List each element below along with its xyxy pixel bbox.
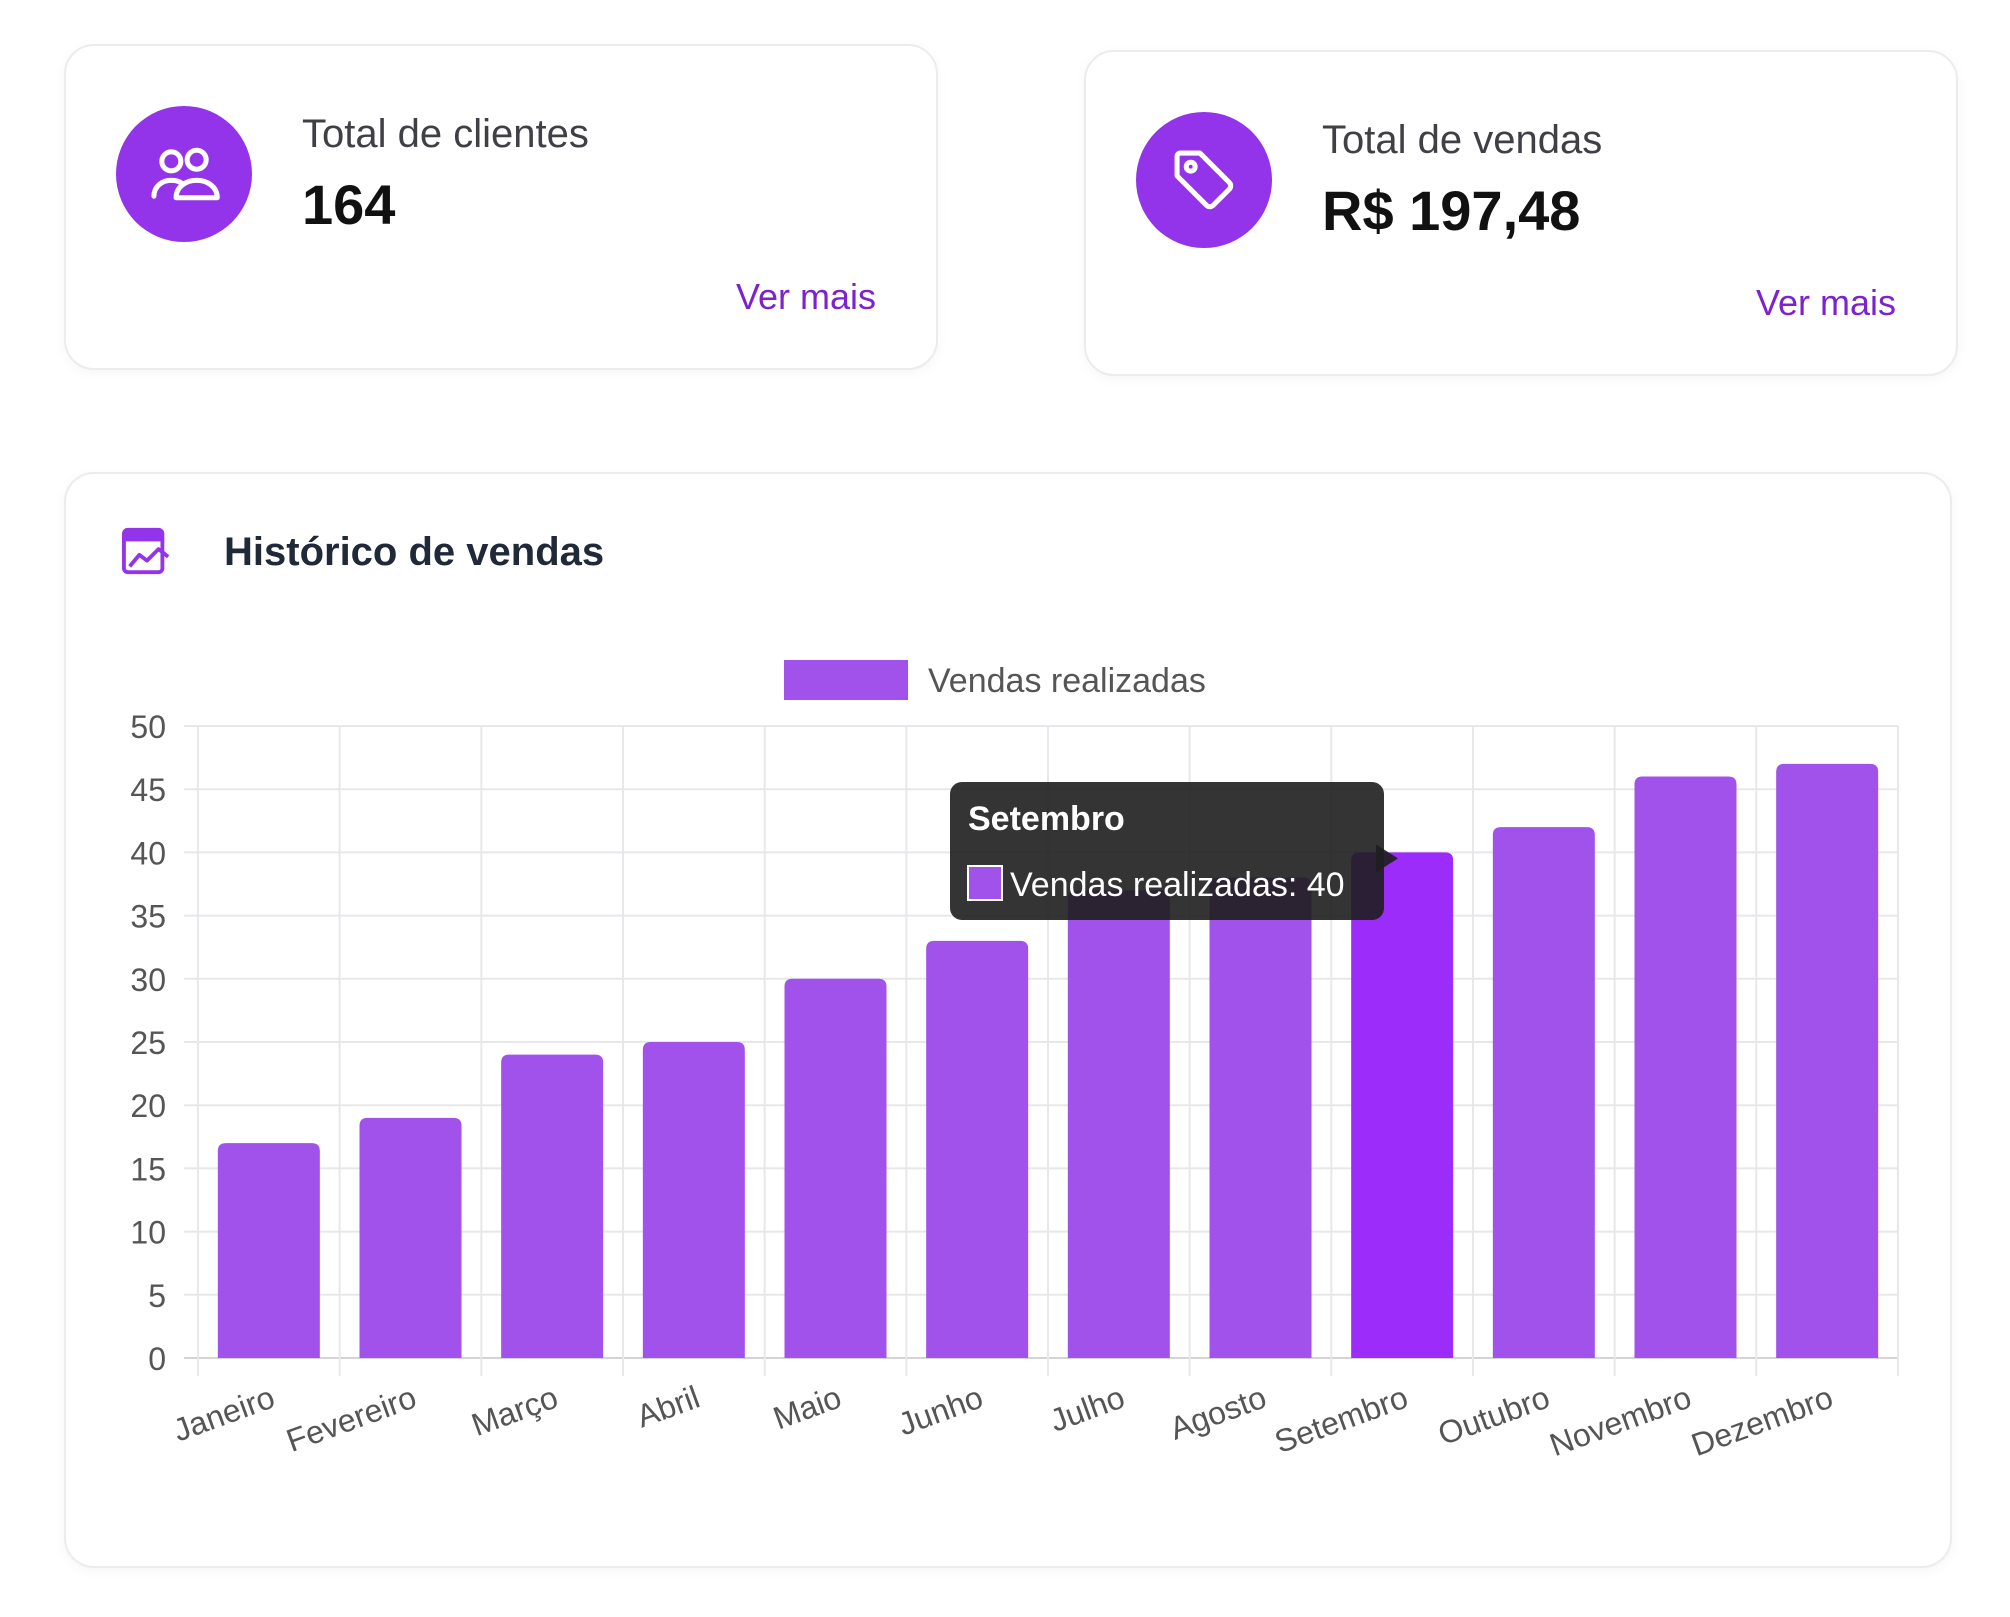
y-tick-label: 45	[130, 772, 166, 808]
x-tick-label: Abril	[632, 1379, 704, 1435]
bar-fevereiro	[359, 1117, 462, 1358]
legend-label: Vendas realizadas	[928, 662, 1206, 700]
users-icon	[151, 147, 220, 201]
clients-ver-mais-link[interactable]: Ver mais	[735, 276, 876, 317]
x-tick-label: Setembro	[1270, 1379, 1413, 1460]
y-tick-label: 25	[130, 1025, 166, 1061]
sales-label: Total de vendas	[1322, 118, 1603, 162]
sales-icon-circle	[1136, 112, 1272, 248]
bar-novembro	[1634, 776, 1737, 1358]
chart-title: Histórico de vendas	[224, 530, 605, 574]
bar-janeiro	[217, 1143, 320, 1358]
bar-outubro	[1492, 827, 1595, 1358]
chart-line-icon	[122, 527, 170, 575]
clients-label: Total de clientes	[302, 112, 589, 156]
tooltip-swatch	[967, 865, 1003, 901]
x-tick-label: Novembro	[1545, 1379, 1696, 1463]
clients-card: Total de clientes 164 Ver mais	[64, 44, 938, 370]
y-tick-label: 0	[148, 1341, 166, 1377]
y-tick-label: 30	[130, 962, 166, 998]
clients-value: 164	[302, 173, 396, 236]
tooltip-box	[950, 782, 1384, 920]
bar-maio	[784, 978, 887, 1358]
x-tick-label: Dezembro	[1687, 1379, 1838, 1463]
tooltip-title: Setembro	[968, 800, 1125, 838]
y-tick-label: 50	[130, 709, 166, 745]
tooltip-label: Vendas realizadas: 40	[1010, 866, 1345, 904]
bar-junho	[926, 940, 1029, 1358]
x-tick-label: Março	[467, 1379, 563, 1443]
bar-dezembro	[1776, 763, 1879, 1358]
bar-chart: 0 5 10 15 20 25 30 35 40 45 50 Janeiro Fevereiro Març…	[130, 660, 1899, 1463]
sales-history-card: Histórico de vendas 0 5 10 15 20 25 30 35 40 45 50…	[64, 472, 1952, 1568]
bar-setembro	[1351, 852, 1454, 1358]
sales-card: Total de vendas R$ 197,48 Ver mais	[1084, 50, 1958, 376]
tag-icon	[1174, 150, 1234, 210]
clients-icon-circle	[116, 106, 252, 242]
x-tick-label: Julho	[1045, 1379, 1129, 1439]
bar-março	[501, 1054, 604, 1358]
bar-agosto	[1209, 877, 1312, 1358]
y-tick-label: 5	[148, 1278, 166, 1314]
x-tick-label: Fevereiro	[282, 1379, 421, 1459]
y-tick-label: 35	[130, 899, 166, 935]
bar-julho	[1067, 890, 1170, 1358]
x-tick-label: Janeiro	[168, 1379, 279, 1449]
x-tick-label: Junho	[893, 1379, 987, 1443]
sales-ver-mais-link[interactable]: Ver mais	[1755, 282, 1896, 323]
y-tick-label: 15	[130, 1151, 166, 1187]
sales-value: R$ 197,48	[1322, 179, 1581, 242]
legend-swatch	[784, 660, 908, 700]
y-tick-label: 40	[130, 835, 166, 871]
bar-abril	[642, 1042, 745, 1358]
y-tick-label: 20	[130, 1088, 166, 1124]
x-tick-label: Outubro	[1433, 1379, 1554, 1452]
x-tick-label: Agosto	[1165, 1379, 1271, 1447]
x-tick-label: Maio	[768, 1379, 845, 1437]
y-tick-label: 10	[130, 1215, 166, 1251]
